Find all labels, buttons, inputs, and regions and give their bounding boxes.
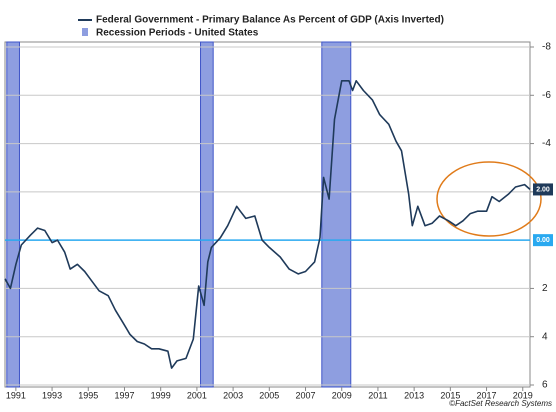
highlight-ellipse (436, 161, 542, 237)
recession-band (321, 41, 352, 388)
x-tick-label: 2009 (332, 390, 352, 400)
x-tick-label: 2019 (513, 390, 533, 400)
recession-band (200, 41, 214, 388)
x-tick-label: 2013 (404, 390, 424, 400)
y-tick-label: 2 (542, 283, 548, 294)
reference-badge (533, 234, 553, 247)
y-tick-label: -6 (542, 90, 551, 101)
legend-recession-swatch (82, 28, 88, 36)
y-tick-label: -8 (542, 42, 551, 53)
series-line (4, 80, 531, 369)
x-tick-label: 1995 (78, 390, 98, 400)
x-tick-label: 1991 (6, 390, 26, 400)
x-tick-label: 2007 (296, 390, 316, 400)
x-tick-label: 2015 (440, 390, 460, 400)
x-tick-label: 2011 (368, 390, 387, 400)
x-tick-label: 1993 (42, 390, 62, 400)
last-value-badge (533, 183, 553, 196)
reference-label: 0.00 (536, 237, 550, 244)
x-tick-label: 2001 (187, 390, 207, 400)
y-tick-label: 4 (542, 331, 548, 342)
legend-label: Federal Government - Primary Balance As … (96, 15, 444, 26)
x-tick-label: 1999 (151, 390, 171, 400)
y-tick-label: -4 (542, 138, 551, 149)
plot-frame (4, 41, 531, 388)
x-tick-label: 2017 (477, 390, 497, 400)
legend-label: Recession Periods - United States (96, 28, 259, 39)
y-tick-label: 6 (542, 380, 548, 391)
x-tick-label: 2005 (259, 390, 279, 400)
source: ©FactSet Research Systems (449, 399, 552, 408)
last-value-label: 2.00 (536, 186, 550, 193)
x-tick-label: 1997 (114, 390, 134, 400)
x-tick-label: 2003 (223, 390, 243, 400)
recession-band (6, 41, 20, 388)
